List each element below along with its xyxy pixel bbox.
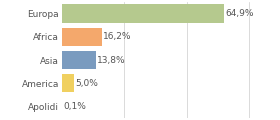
- Bar: [62, 27, 102, 46]
- Text: 16,2%: 16,2%: [103, 32, 132, 41]
- Bar: [62, 74, 74, 93]
- Text: 0,1%: 0,1%: [63, 102, 86, 111]
- Text: 64,9%: 64,9%: [225, 9, 254, 18]
- Text: 13,8%: 13,8%: [97, 55, 126, 65]
- Bar: [62, 51, 96, 69]
- Text: 5,0%: 5,0%: [75, 78, 98, 88]
- Bar: [62, 4, 224, 23]
